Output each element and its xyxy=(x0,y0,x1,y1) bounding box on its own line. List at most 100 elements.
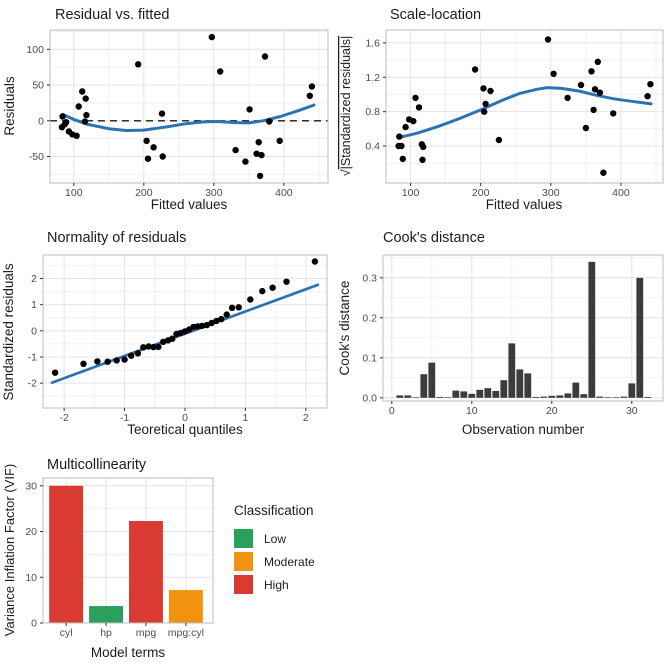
data-point xyxy=(396,133,403,140)
legend-item: Moderate xyxy=(234,552,315,571)
x-tick-label: mpg xyxy=(136,627,157,639)
data-point xyxy=(577,81,585,89)
data-point xyxy=(94,358,101,365)
data-point xyxy=(266,118,273,125)
legend-item-label: High xyxy=(264,577,289,592)
data-point xyxy=(121,356,128,363)
panel-residual-vs-fitted: 100 200 300 400 -50 0 50 100 Residual vs. fitte… xyxy=(2,7,329,212)
data-points xyxy=(395,36,654,176)
data-point xyxy=(410,117,417,125)
data-point xyxy=(218,315,225,323)
panel-border xyxy=(49,29,329,184)
y-tick-label: 0 xyxy=(31,325,37,337)
y-axis-title: Variance Inflation Factor (VIF) xyxy=(2,464,17,636)
data-point xyxy=(487,87,494,95)
y-tick-label: 0.4 xyxy=(365,141,380,153)
bar xyxy=(468,393,476,398)
y-tick-label: 10 xyxy=(25,572,37,584)
x-tick-label: cyl xyxy=(60,627,73,639)
x-tick-label: hp xyxy=(100,627,112,639)
data-point xyxy=(128,352,135,359)
x-tick-label: 400 xyxy=(275,187,293,199)
panel-border xyxy=(42,477,214,624)
bar xyxy=(500,380,508,398)
data-point xyxy=(51,369,59,376)
panel-title: Scale-location xyxy=(390,7,481,23)
panel-border xyxy=(385,29,664,184)
y-axis-title: Cook's distance xyxy=(337,281,352,376)
y-tick-label: -50 xyxy=(29,151,44,163)
data-point xyxy=(159,153,166,160)
bars xyxy=(49,485,203,623)
data-point xyxy=(246,106,253,113)
legend-item-label: Moderate xyxy=(264,554,315,569)
bar xyxy=(604,397,612,398)
data-point xyxy=(75,103,82,110)
data-point xyxy=(283,278,290,285)
bar xyxy=(644,397,652,398)
y-tick-label: -2 xyxy=(28,378,37,390)
data-point xyxy=(610,110,617,117)
data-point xyxy=(412,94,419,102)
data-point xyxy=(203,321,210,329)
bar xyxy=(548,395,556,398)
data-point xyxy=(80,360,87,367)
data-point xyxy=(169,335,176,342)
data-point xyxy=(208,33,215,41)
data-point xyxy=(647,81,654,88)
panel-border xyxy=(382,254,664,402)
data-point xyxy=(135,61,142,68)
bar xyxy=(572,382,580,398)
data-points xyxy=(58,33,316,180)
data-point xyxy=(81,118,89,125)
bar xyxy=(556,395,564,398)
panel-title: Cook's distance xyxy=(383,230,485,246)
legend-swatch-low xyxy=(234,529,253,548)
sqrt-inner-label: |Standardized residuals| xyxy=(339,36,353,170)
data-point xyxy=(150,144,157,151)
y-tick-label: 0 xyxy=(38,115,44,127)
data-point xyxy=(482,100,489,108)
data-point xyxy=(591,86,599,93)
data-point xyxy=(145,343,152,350)
y-tick-label: 0.8 xyxy=(365,106,380,118)
x-axis-title: Fitted values xyxy=(486,197,563,212)
data-point xyxy=(399,155,406,163)
data-point xyxy=(104,358,111,365)
y-tick-label: 0 xyxy=(31,618,37,630)
bar xyxy=(620,396,628,398)
plot-normality-qq: -2 -1 0 1 2 -2 -1 0 1 2 xyxy=(28,254,328,424)
legend-item-label: Low xyxy=(264,531,287,546)
x-tick-label: -1 xyxy=(120,412,129,424)
bar xyxy=(636,277,644,398)
data-point xyxy=(481,108,488,115)
x-axis-title: Model terms xyxy=(91,645,166,660)
bar xyxy=(564,393,572,398)
bar xyxy=(89,606,124,623)
y-tick-label: 50 xyxy=(32,80,44,92)
x-tick-label: 0 xyxy=(182,412,188,424)
x-tick-label: 300 xyxy=(542,187,560,199)
data-point xyxy=(594,58,601,65)
panel-title: Residual vs. fitted xyxy=(55,7,169,23)
x-tick-label: mpg:cyl xyxy=(168,627,204,639)
bar xyxy=(516,369,524,398)
y-axis-title: Residuals xyxy=(2,76,17,136)
data-point xyxy=(143,137,150,144)
plot-cooks-distance: 0 10 20 30 0.0 0.1 0.2 0.3 xyxy=(362,254,664,417)
legend-item: High xyxy=(234,575,315,594)
y-tick-label: 0.3 xyxy=(362,272,377,284)
x-tick-label: 0 xyxy=(389,405,395,417)
bar xyxy=(532,397,540,398)
bar xyxy=(524,373,532,398)
panel-normality-qq: -2 -1 0 1 2 -2 -1 0 1 2 Normality of residuals Te… xyxy=(1,230,328,437)
x-tick-label: 1 xyxy=(243,412,249,424)
x-tick-label: -2 xyxy=(59,412,68,424)
y-tick-label: 0.2 xyxy=(362,312,377,324)
y-tick-label: 0.1 xyxy=(362,352,377,364)
data-point xyxy=(596,89,604,96)
bar xyxy=(460,391,468,398)
bar xyxy=(128,520,163,623)
data-point xyxy=(83,111,90,119)
data-point xyxy=(79,88,86,95)
